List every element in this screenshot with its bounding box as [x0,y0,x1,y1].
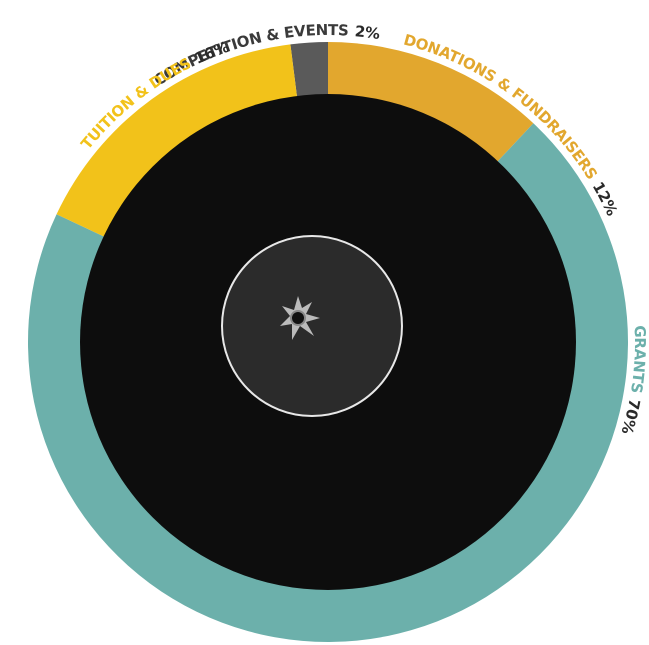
target-center [221,235,403,417]
value-label: 2% [354,22,381,43]
category-label: GRANTS [627,325,649,394]
bullet-hole [280,296,320,340]
